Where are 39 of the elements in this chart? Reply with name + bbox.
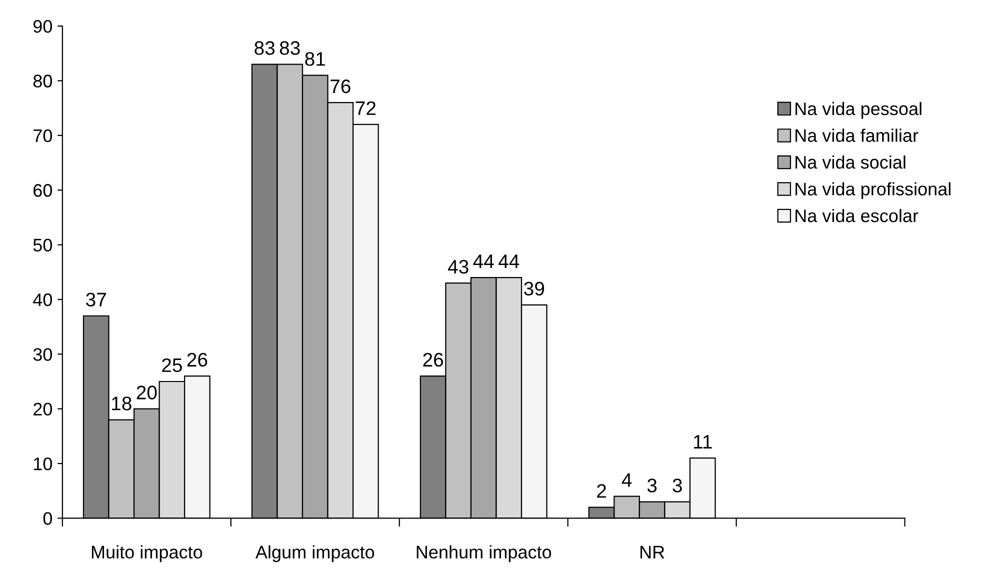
y-tick-label: 50: [33, 238, 52, 252]
legend-label: Na vida profissional: [796, 182, 950, 200]
data-label: 3: [647, 478, 657, 492]
legend-label: Na vida pessoal: [796, 102, 922, 119]
data-label: 39: [524, 282, 544, 296]
x-tick-label: NR: [640, 546, 664, 558]
x-tick-label: Muito impacto: [92, 545, 202, 562]
y-tick-label: 40: [33, 293, 52, 306]
data-label: 26: [423, 352, 444, 367]
data-label: 83: [280, 41, 300, 55]
data-label: 20: [136, 386, 157, 400]
data-label: 76: [330, 79, 350, 94]
y-tick-label: 20: [34, 402, 52, 416]
legend-label: Na vida familiar: [796, 128, 918, 142]
y-tick-label: 10: [34, 457, 52, 470]
data-label: 44: [498, 254, 520, 268]
data-label: 37: [86, 292, 106, 306]
data-label: 11: [694, 435, 712, 448]
data-label: 44: [473, 254, 494, 268]
data-label: 18: [112, 396, 132, 410]
y-tick-label: 90: [33, 20, 52, 33]
y-tick-label: 80: [33, 74, 52, 88]
y-tick-label: 70: [34, 129, 52, 142]
data-label: 4: [622, 473, 632, 487]
y-tick-label: 0: [43, 512, 52, 525]
data-label: 81: [305, 52, 326, 66]
legend-label: Na vida social: [796, 155, 906, 169]
data-label: 2: [597, 484, 606, 498]
y-tick-label: 60: [34, 184, 52, 197]
y-tick-label: 30: [33, 348, 52, 361]
data-label: 25: [162, 358, 182, 372]
data-label: 43: [448, 260, 468, 274]
legend-label: Na vida escolar: [796, 208, 918, 222]
data-label: 3: [672, 478, 682, 492]
x-tick-label: Algum impacto: [255, 545, 374, 562]
data-label: 26: [187, 352, 208, 367]
x-tick-label: Nenhum impacto: [416, 545, 552, 562]
data-label: 72: [356, 101, 376, 115]
data-label: 83: [254, 41, 275, 55]
